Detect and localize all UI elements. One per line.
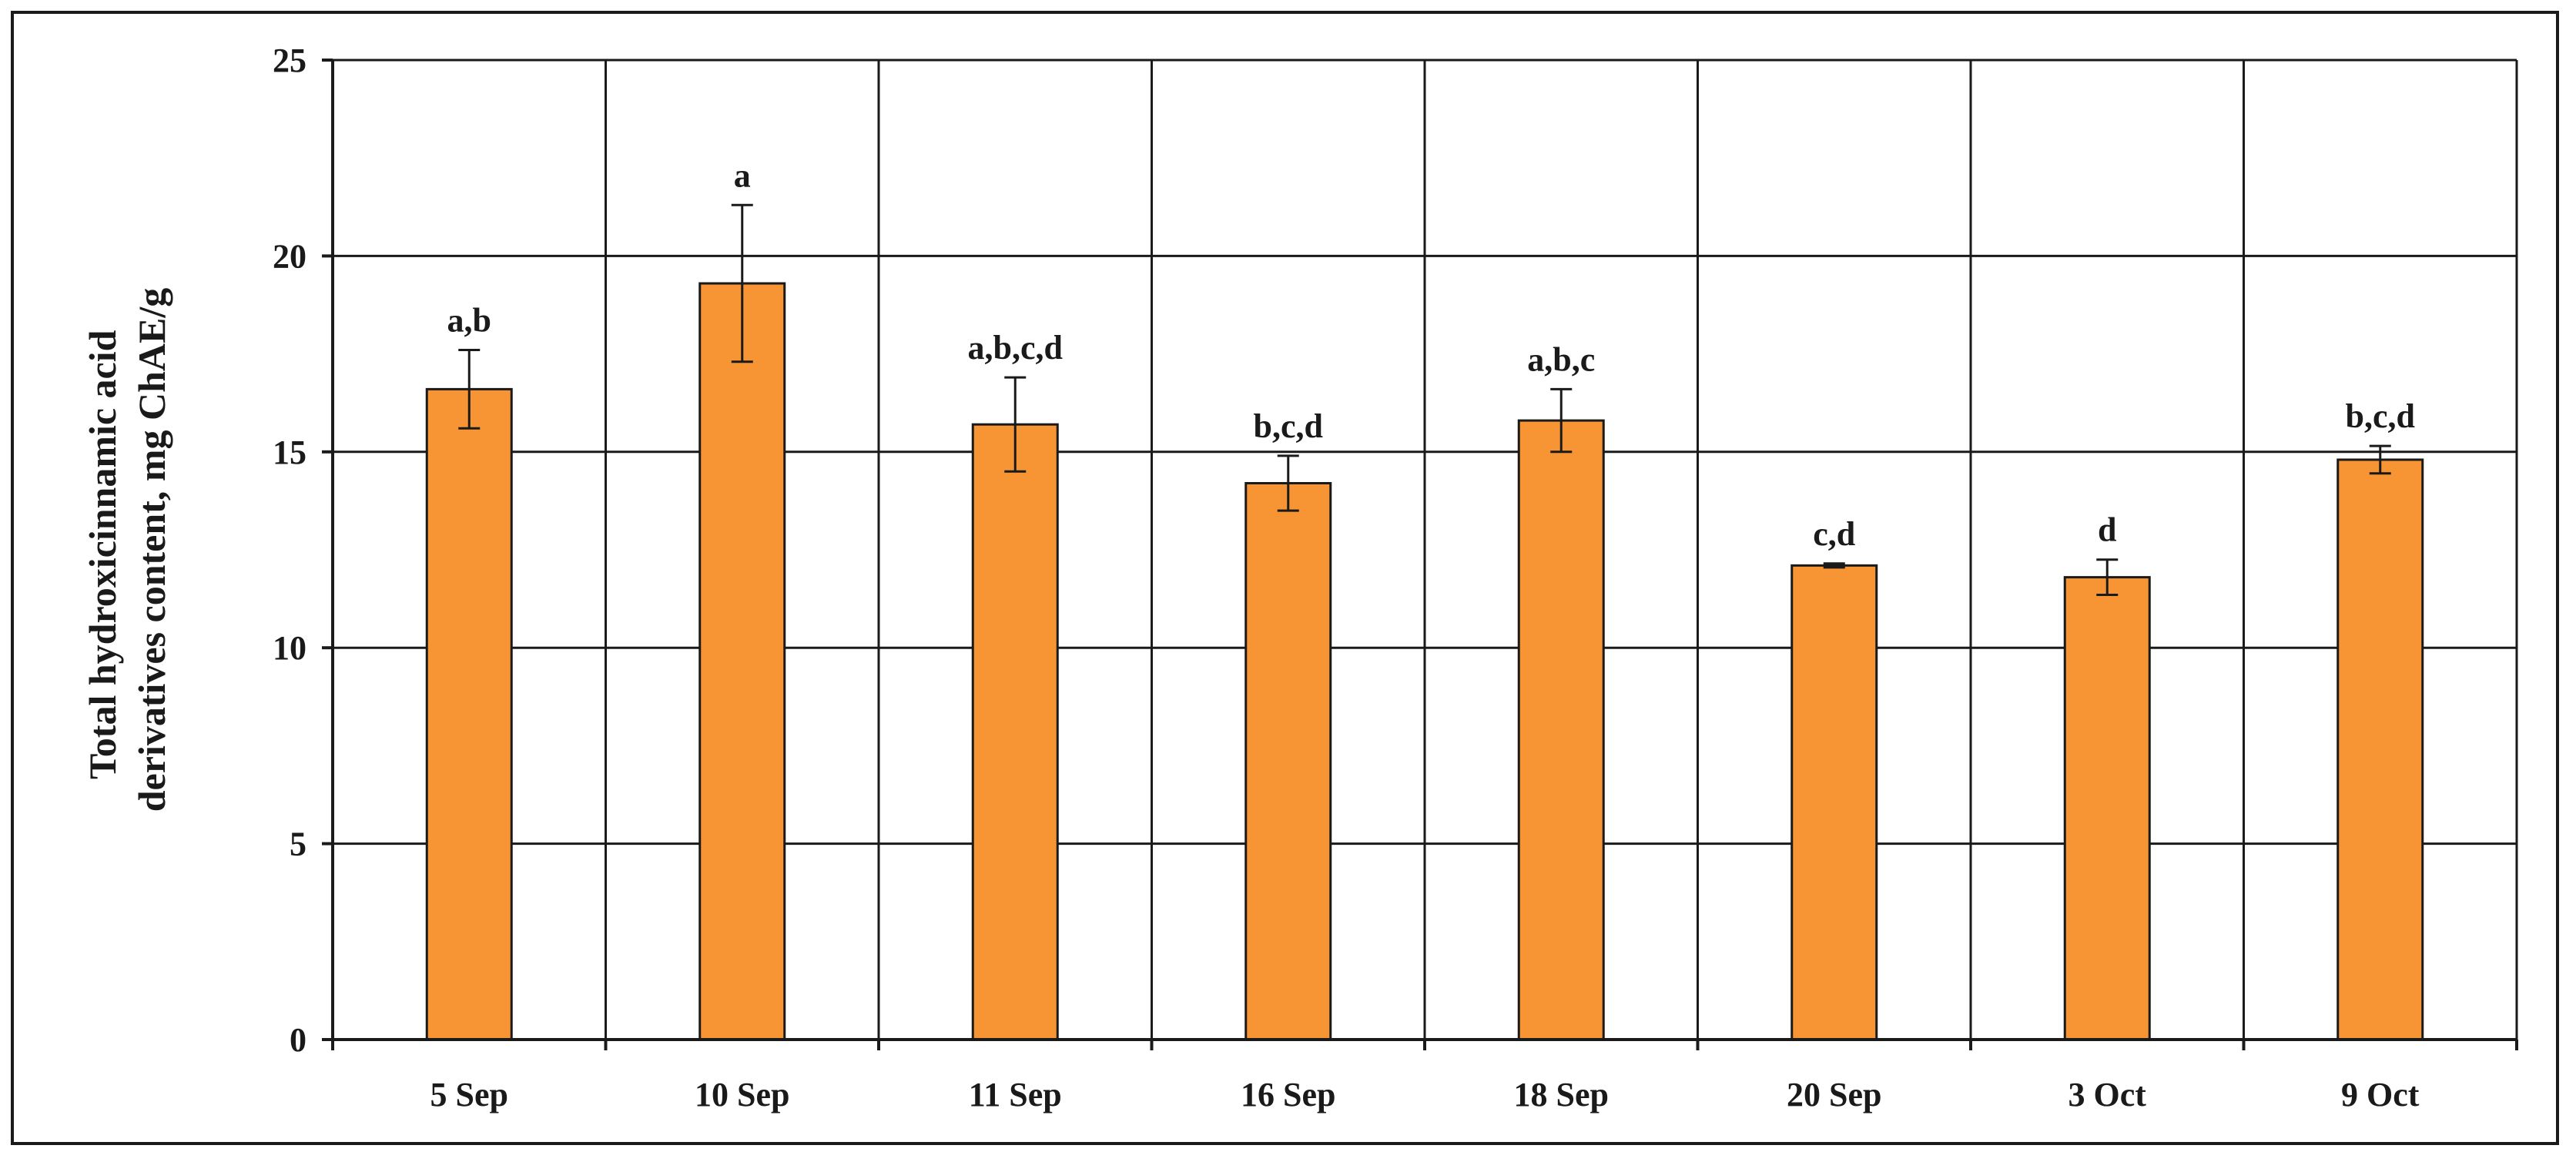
significance-label: a,b bbox=[447, 302, 491, 340]
y-tick-label: 15 bbox=[273, 434, 307, 471]
bar bbox=[2336, 458, 2424, 1041]
y-tick-label: 5 bbox=[290, 825, 307, 863]
x-tick-label: 20 Sep bbox=[1787, 1076, 1881, 1113]
significance-label: a bbox=[734, 156, 751, 194]
x-tick-label: 5 Sep bbox=[430, 1076, 508, 1113]
y-axis-title-line-1: Total hydroxicinnamic acid bbox=[81, 330, 124, 779]
significance-label: c,d bbox=[1813, 515, 1855, 553]
x-tick-label: 18 Sep bbox=[1514, 1076, 1609, 1113]
grid bbox=[333, 59, 2518, 1040]
y-tick-label: 20 bbox=[273, 237, 307, 275]
y-tick-label: 0 bbox=[290, 1021, 307, 1059]
bar bbox=[698, 282, 786, 1041]
y-axis-title-line-2: derivatives content, mg ChAE/g bbox=[130, 288, 173, 812]
x-tick-label: 3 Oct bbox=[2069, 1076, 2147, 1113]
y-tick-label: 10 bbox=[273, 629, 307, 667]
significance-label: a,b,c bbox=[1527, 340, 1595, 378]
bars bbox=[425, 203, 2424, 1041]
bar bbox=[425, 387, 513, 1041]
bar bbox=[1244, 482, 1332, 1041]
significance-label: b,c,d bbox=[2346, 397, 2415, 435]
significance-label: d bbox=[2098, 511, 2116, 549]
y-tick-label: 25 bbox=[273, 42, 307, 79]
bar bbox=[2063, 576, 2151, 1041]
labels: a,b 5 Sep a 10 Sep a,b,c,d 11 Sep b,c,d 16 Sep a… bbox=[273, 42, 2420, 1113]
significance-label: a,b,c,d bbox=[968, 329, 1063, 367]
bar bbox=[971, 423, 1059, 1041]
bar bbox=[1517, 419, 1605, 1041]
significance-label: b,c,d bbox=[1254, 407, 1323, 445]
x-tick-label: 11 Sep bbox=[969, 1076, 1062, 1113]
y-axis-title: Total hydroxicinnamic acid derivatives c… bbox=[81, 288, 173, 812]
x-tick-label: 10 Sep bbox=[695, 1076, 789, 1113]
x-tick-label: 9 Oct bbox=[2341, 1076, 2420, 1113]
axes bbox=[322, 59, 2518, 1050]
x-tick-label: 16 Sep bbox=[1241, 1076, 1335, 1113]
bar bbox=[1790, 564, 1878, 1041]
